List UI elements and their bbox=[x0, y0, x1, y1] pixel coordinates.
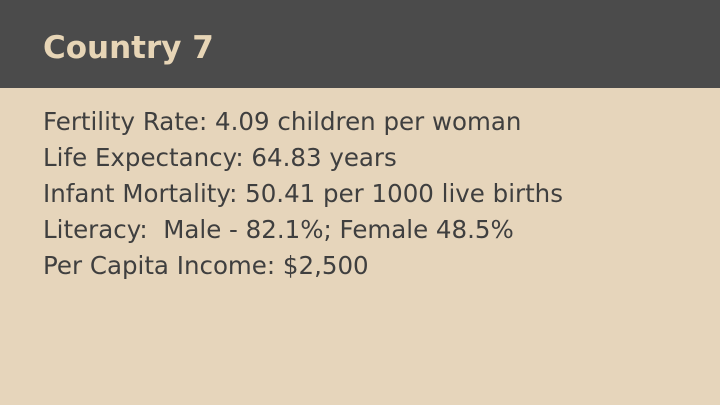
life-expectancy-line: Life Expectancy: 64.83 years bbox=[43, 143, 397, 172]
title-bar: Country 7 bbox=[0, 0, 720, 88]
literacy-line: Literacy: Male - 82.1%; Female 48.5% bbox=[43, 215, 514, 244]
infant-mortality-line: Infant Mortality: 50.41 per 1000 live bi… bbox=[43, 179, 563, 208]
per-capita-income-line: Per Capita Income: $2,500 bbox=[43, 251, 369, 280]
slide-content: Fertility Rate: 4.09 children per woman … bbox=[43, 104, 683, 284]
slide-title: Country 7 bbox=[43, 30, 214, 66]
fertility-rate-line: Fertility Rate: 4.09 children per woman bbox=[43, 107, 522, 136]
